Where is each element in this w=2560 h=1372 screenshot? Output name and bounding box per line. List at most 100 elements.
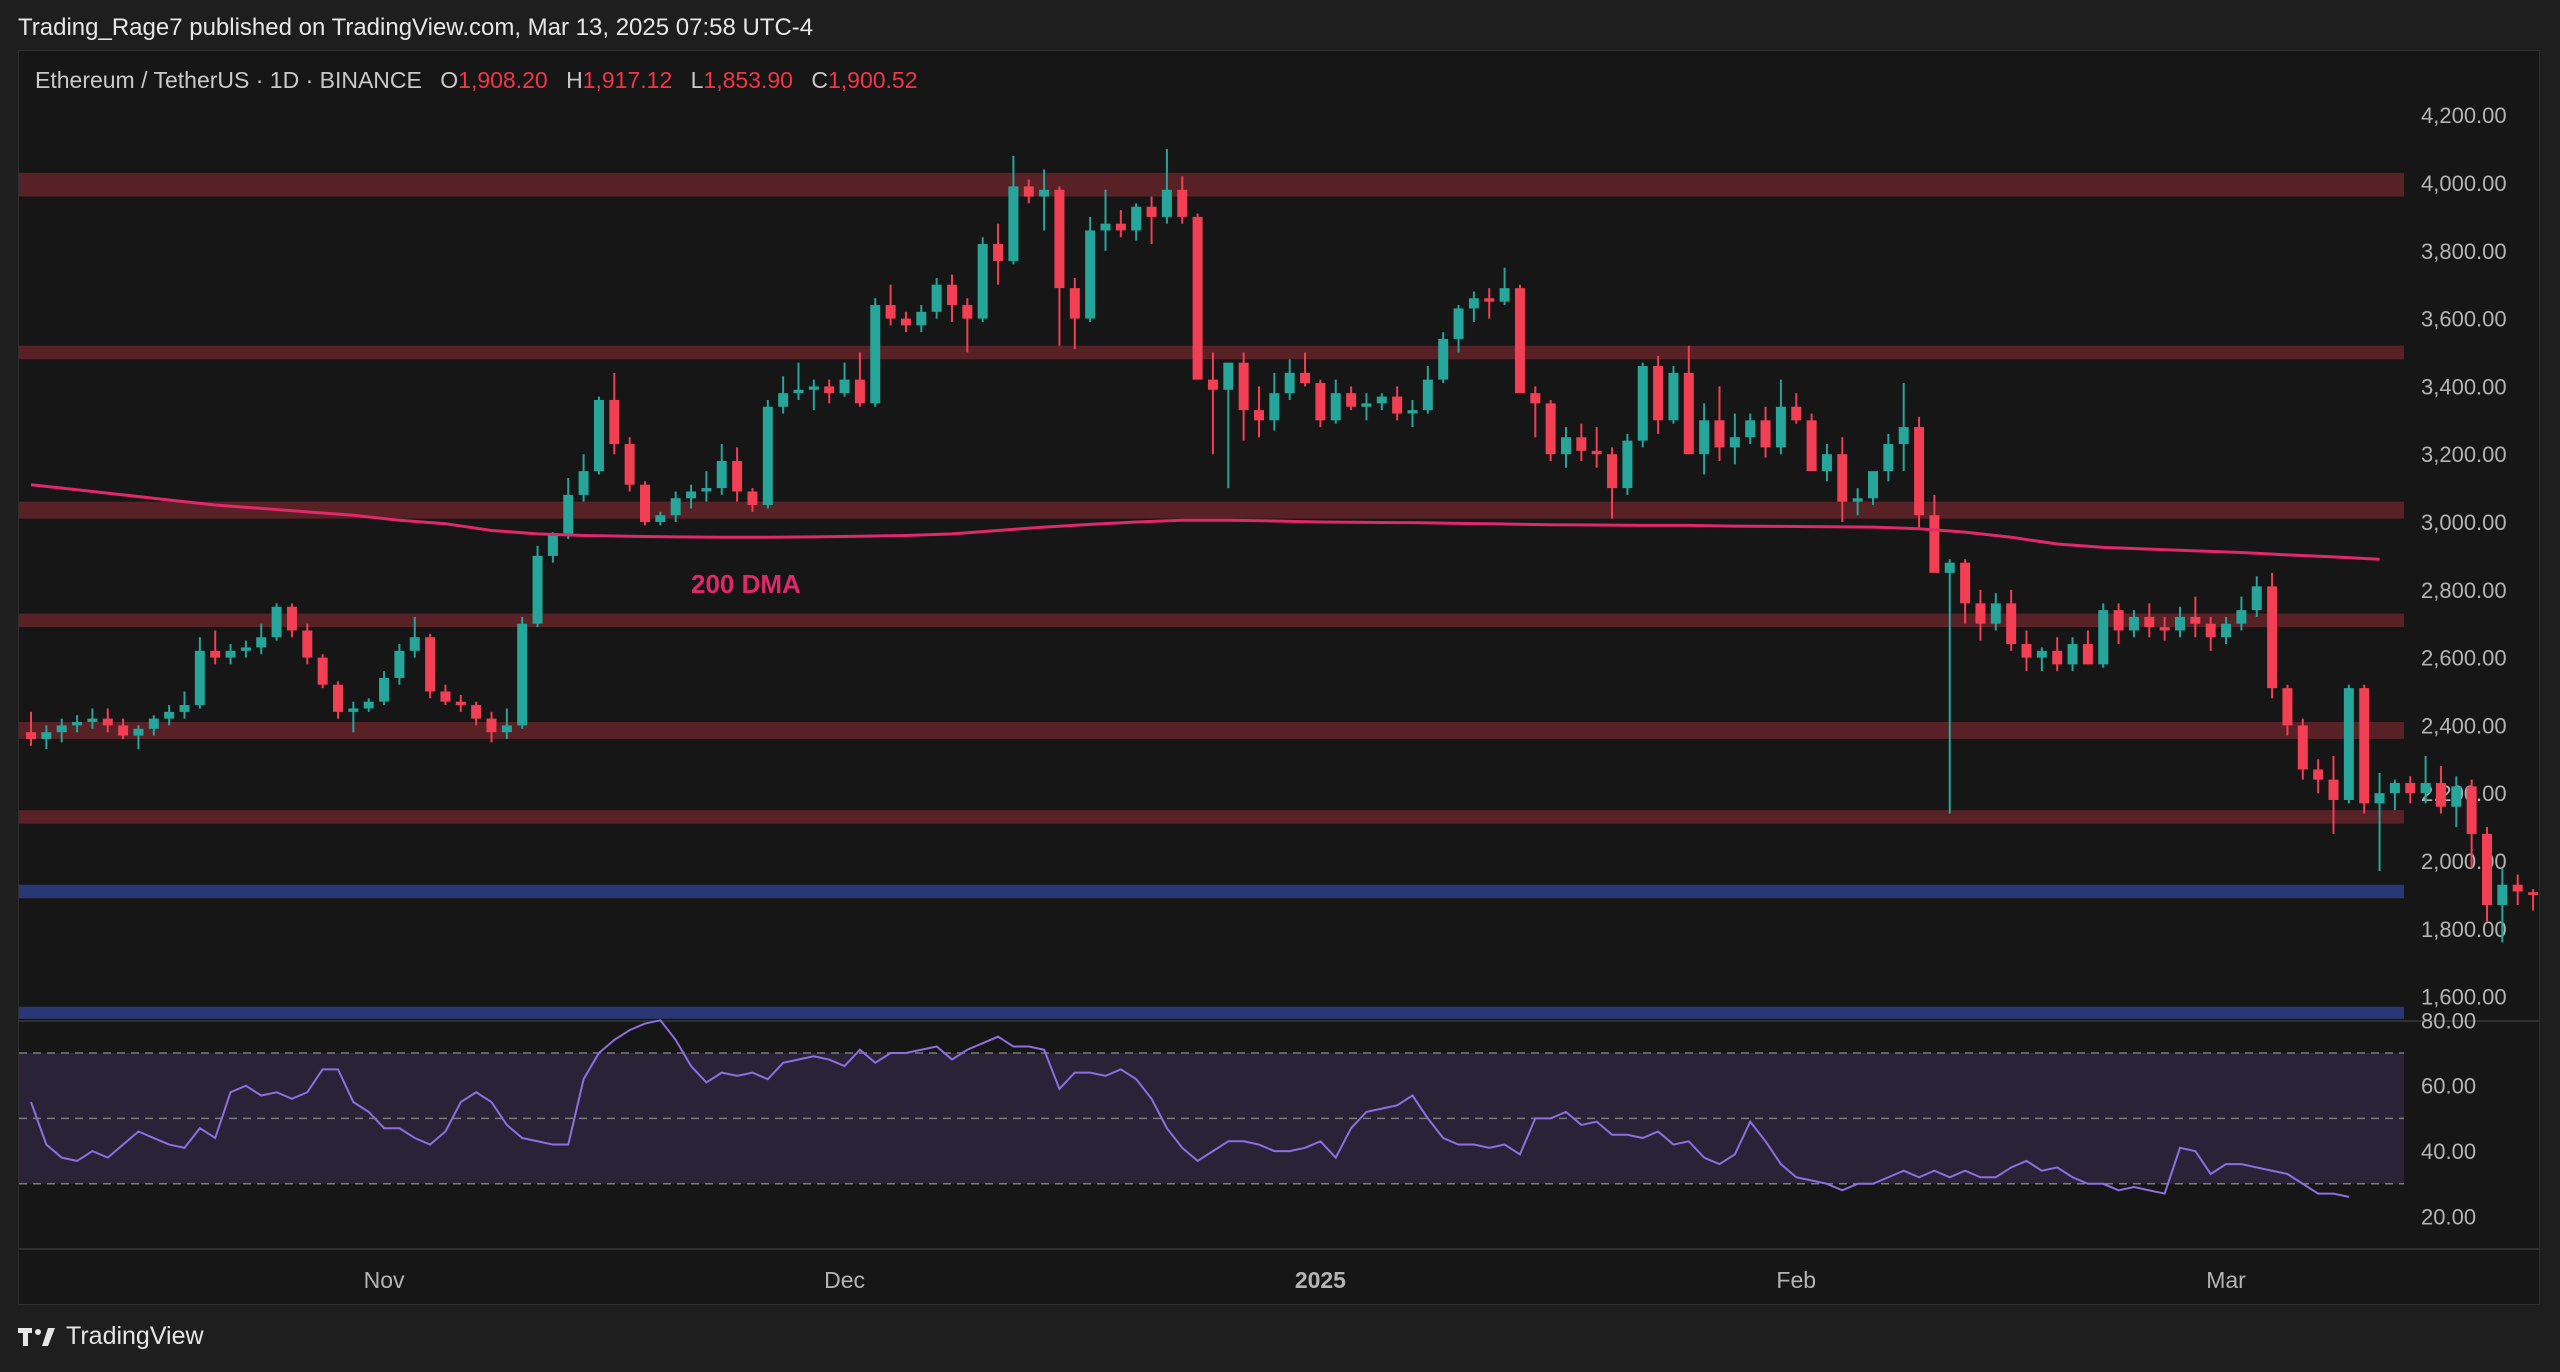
resistance-zone <box>19 172 2404 197</box>
candle-body <box>2313 769 2324 780</box>
candle-body <box>1837 454 1848 502</box>
candle-body <box>947 284 957 306</box>
candle-body <box>1699 420 1710 455</box>
price-tick-label: 1,800.00 <box>2421 917 2507 942</box>
candle-body <box>2435 783 2446 807</box>
candle-body <box>593 399 604 472</box>
candle-body <box>2389 783 2400 794</box>
candle-body <box>2236 610 2247 624</box>
candle-body <box>1898 427 1909 445</box>
candle-body <box>993 244 1004 261</box>
resistance-zone <box>19 613 2404 628</box>
candle-body <box>1975 603 1986 624</box>
candle-body <box>1591 450 1602 455</box>
candle-body <box>2251 586 2262 611</box>
candle-body <box>2067 644 2078 665</box>
candle-body <box>762 406 773 506</box>
candle-body <box>1499 288 1510 302</box>
candle-body <box>1883 444 1894 472</box>
price-tick-label: 2,400.00 <box>2421 713 2507 738</box>
candle-body <box>1468 298 1479 309</box>
candle-body <box>793 389 804 394</box>
candle-body <box>1300 372 1311 384</box>
chart-canvas[interactable]: 4,200.00 4,000.00 3,800.00 3,600.00 3,400.00… <box>19 51 2540 1305</box>
candle-body <box>1514 288 1525 394</box>
candle-body <box>2405 783 2416 794</box>
candle-body <box>1254 410 1264 421</box>
candle-body <box>563 494 574 536</box>
candle-body <box>363 701 374 709</box>
price-tick-label: 3,800.00 <box>2421 239 2507 264</box>
candle-body <box>931 284 942 312</box>
candle-body <box>1008 186 1019 261</box>
candle-body <box>440 691 451 702</box>
candle-body <box>179 705 190 712</box>
chart-frame[interactable]: 4,200.00 4,000.00 3,800.00 3,600.00 3,400.00… <box>18 50 2540 1305</box>
candle-body <box>271 606 282 638</box>
candle-body <box>1683 372 1694 455</box>
brand-name: TradingView <box>66 1322 204 1350</box>
candle-body <box>26 732 36 739</box>
candle-body <box>2205 623 2216 638</box>
candle-body <box>686 491 697 499</box>
candle-body <box>1775 406 1786 448</box>
candle-body <box>547 535 558 556</box>
time-tick-label: Mar <box>2206 1267 2246 1293</box>
price-tick-label: 2,800.00 <box>2421 578 2507 603</box>
candle-body <box>1960 562 1971 604</box>
open-value: 1,908.20 <box>458 67 548 93</box>
candle-body <box>302 630 313 658</box>
low-key: L <box>690 67 704 93</box>
high-key: H <box>566 67 583 93</box>
footer-bar <box>0 1305 2560 1372</box>
candle-body <box>1361 403 1372 407</box>
candle-body <box>148 718 159 729</box>
candle-body <box>1438 338 1449 380</box>
candle-body <box>1146 206 1157 217</box>
candle-body <box>1069 288 1080 319</box>
candle-body <box>640 484 650 522</box>
price-tick-label: 3,400.00 <box>2421 374 2507 399</box>
rsi-tick-label: 40.00 <box>2421 1139 2476 1164</box>
candle-body <box>379 677 390 702</box>
candle-body <box>501 725 512 733</box>
candle-body <box>225 650 236 658</box>
candle-body <box>2128 616 2139 631</box>
publisher-text: Trading_Rage7 published on TradingView.c… <box>18 14 814 41</box>
candle-body <box>2052 650 2063 665</box>
candle-body <box>2282 688 2293 726</box>
candle-body <box>578 471 589 495</box>
price-tick-label: 3,000.00 <box>2421 510 2507 535</box>
candle-body <box>1376 396 1387 404</box>
candle-body <box>2190 616 2201 624</box>
candle-body <box>1207 379 1218 390</box>
rsi-tick-label: 20.00 <box>2421 1205 2476 1230</box>
close-key: C <box>811 67 828 93</box>
candle-body <box>1622 440 1633 489</box>
candle-body <box>1852 498 1863 502</box>
candle-body <box>1131 206 1142 231</box>
tradingview-brand[interactable]: TradingView <box>18 1322 204 1351</box>
time-tick-label: Nov <box>364 1267 405 1293</box>
rsi-line <box>30 1019 2350 1198</box>
candle-body <box>624 444 635 485</box>
candle-body <box>1023 186 1034 197</box>
candle-body <box>962 305 973 319</box>
candle-body <box>2098 610 2109 665</box>
candle-body <box>2466 786 2477 834</box>
support-zone <box>19 884 2404 899</box>
candle-body <box>824 386 835 394</box>
rsi-tick-label: 80.00 <box>2421 1008 2476 1033</box>
candle-body <box>2221 623 2232 638</box>
candle-body <box>1161 189 1172 217</box>
tradingview-logo-icon <box>18 1327 55 1346</box>
candle-body <box>2328 779 2339 800</box>
open-key: O <box>440 67 459 93</box>
candle-body <box>2512 884 2523 892</box>
time-tick-label: 2025 <box>1295 1267 1346 1293</box>
candle-body <box>2082 644 2093 665</box>
support-zone <box>19 1006 2404 1019</box>
candle-body <box>854 379 865 404</box>
candle-body <box>1637 366 1648 441</box>
candle-body <box>1929 515 1940 573</box>
